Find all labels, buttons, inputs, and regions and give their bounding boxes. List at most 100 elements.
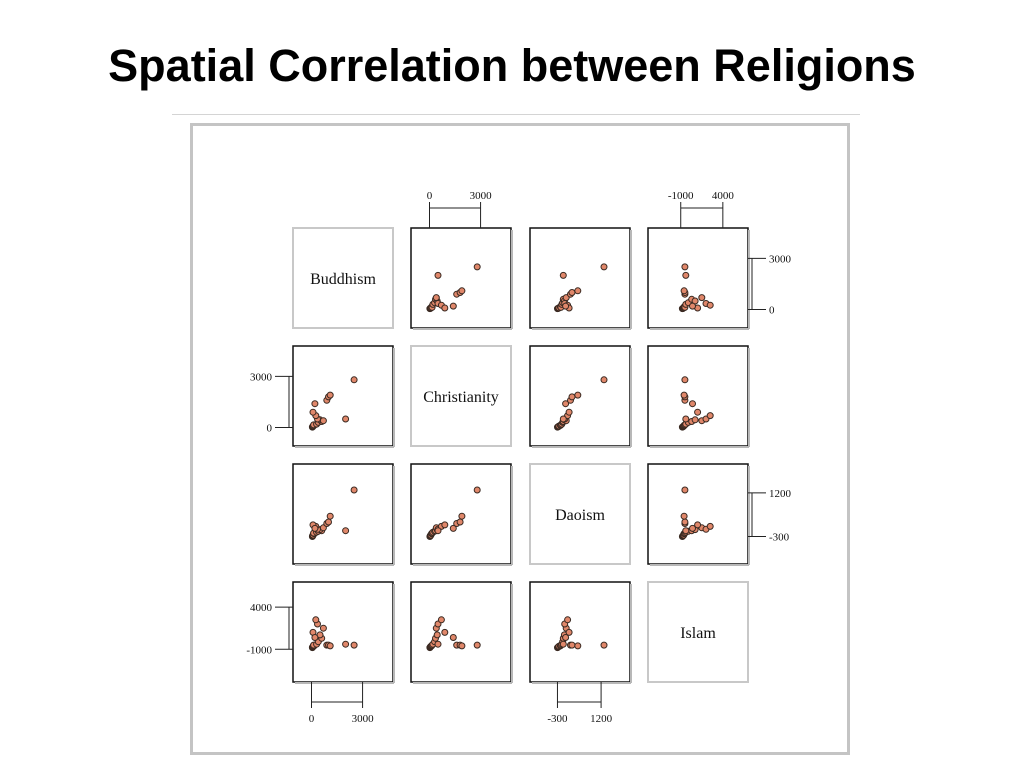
tick-label: -1000 [246,644,272,656]
data-point [325,518,332,526]
variable-label-box-daoism [529,463,631,565]
tick-label: 3000 [470,190,493,202]
tick-label: 0 [267,422,273,434]
tick-label: 4000 [250,602,273,614]
data-point [433,631,441,639]
data-point [311,634,319,641]
data-point [441,304,449,312]
data-point [565,628,573,636]
data-point [600,376,608,384]
data-point [694,408,702,416]
data-point [698,294,706,302]
variable-label-buddhism: Buddhism [310,271,376,288]
panel-daoism-vs-buddhism [292,463,394,565]
tick-label: 0 [769,304,775,316]
data-point [681,376,689,384]
scatterplot-matrix: Buddhism Christianity Daoism Islam 0 3000 -100… [246,190,792,725]
data-point [326,512,334,520]
data-point [434,640,442,648]
data-point [441,521,449,529]
data-point [682,271,690,279]
data-point [309,408,317,416]
tick-label: 3000 [769,253,792,265]
data-point [681,486,689,494]
data-point [691,416,699,424]
data-point [473,263,481,271]
data-point [574,391,582,399]
data-point [326,642,334,650]
data-point [311,400,319,408]
data-point [680,512,688,520]
data-point [689,524,696,532]
data-point [326,391,334,399]
data-point [706,301,714,309]
panel-daoism-vs-islam [647,463,749,565]
panel-buddhism-vs-christianity [410,227,512,329]
data-point [342,640,350,648]
variable-label-daoism: Daoism [555,507,605,524]
variable-label-box-islam [647,581,749,683]
tick-label: 1200 [590,713,613,725]
variable-label-box-buddhism [292,227,394,329]
data-point [456,518,464,526]
tick-label: 3000 [352,713,375,725]
variable-label-islam: Islam [680,625,716,642]
data-point [559,640,567,648]
variable-label-box-christianity [410,345,512,447]
data-point [312,616,320,624]
data-point [449,302,457,310]
data-point [689,302,696,310]
data-point [681,518,689,526]
scatterplot-matrix-frame: Buddhism Christianity Daoism Islam 0 3000 -100… [190,123,850,755]
data-point [689,400,696,408]
panel-islam-vs-buddhism [292,581,394,683]
data-point [559,415,567,423]
variable-label-christianity: Christianity [423,389,499,406]
data-point [568,641,576,649]
data-point [682,415,690,423]
data-point [568,393,576,401]
data-point [434,271,442,279]
data-point [681,263,689,271]
data-point [473,486,481,494]
data-point [562,302,570,310]
panel-christianity-vs-buddhism [292,345,394,447]
data-point [458,287,466,295]
panel-buddhism-vs-islam [647,227,749,329]
data-point [449,634,457,641]
data-point [694,521,702,529]
data-point [311,524,319,532]
data-point [473,641,481,649]
panel-christianity-vs-islam [647,345,749,447]
tick-label: 0 [427,190,433,202]
data-point [562,400,570,408]
tick-label: 4000 [712,190,735,202]
tick-label: 1200 [769,488,792,500]
data-point [350,376,358,384]
data-point [350,641,358,649]
data-point [568,289,576,296]
data-point [458,512,466,520]
tick-label: 0 [309,713,315,725]
data-point [564,616,572,624]
data-point [432,294,440,302]
data-point [680,391,688,399]
panel-islam-vs-daoism [529,581,631,683]
data-point [342,527,350,535]
data-point [600,263,608,271]
data-point [319,624,327,632]
tick-label: -300 [769,532,790,544]
data-point [574,287,582,295]
tick-label: 3000 [250,371,273,383]
data-point [434,527,442,535]
data-point [706,412,714,420]
slide-title: Spatial Correlation between Religions [108,40,916,91]
data-point [600,641,608,649]
tick-label: -1000 [668,190,694,202]
data-point [441,628,449,636]
data-point [559,271,567,279]
panel-islam-vs-christianity [410,581,512,683]
title-divider [172,114,860,115]
tick-label: -300 [547,713,568,725]
data-point [342,415,350,423]
